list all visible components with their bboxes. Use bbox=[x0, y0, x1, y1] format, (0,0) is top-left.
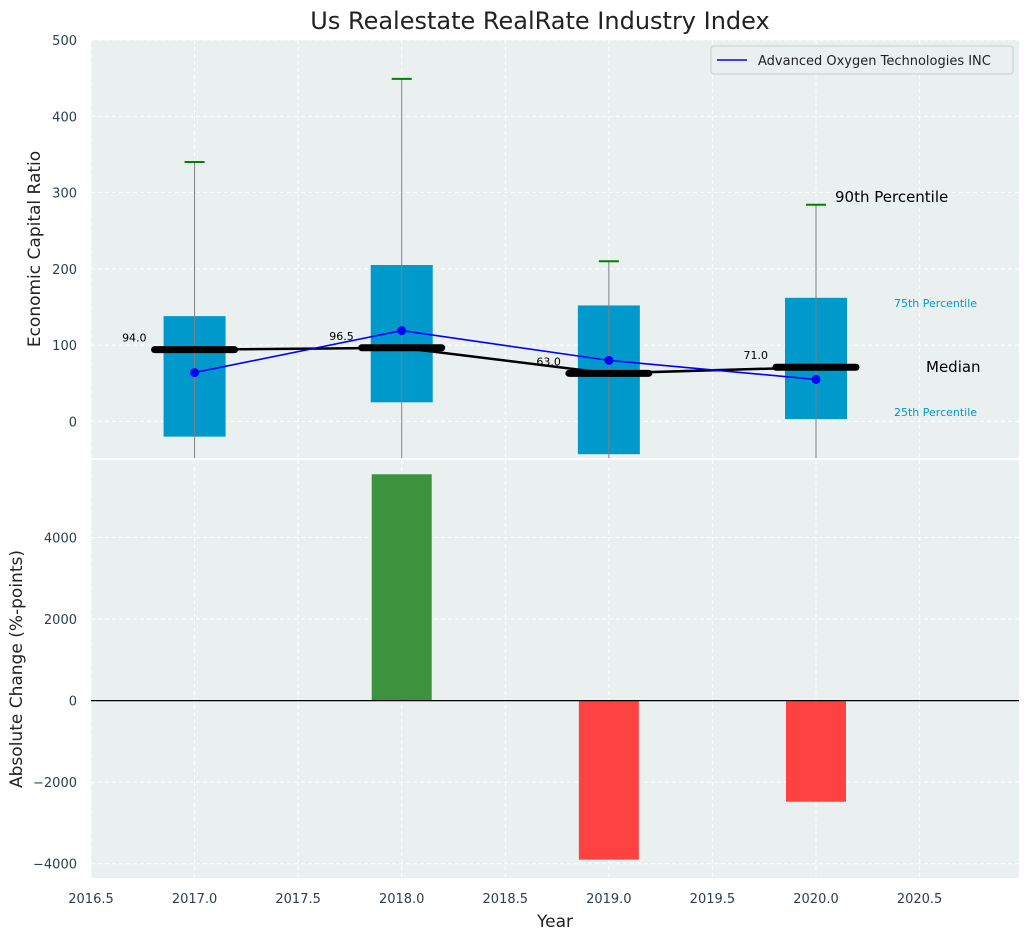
annotation-median: Median bbox=[926, 358, 981, 376]
bottom-marks bbox=[91, 474, 1019, 860]
top-y-tick-label: 0 bbox=[69, 415, 77, 430]
bottom-y-tick-label: −2000 bbox=[33, 776, 77, 791]
legend-box bbox=[710, 45, 1014, 75]
top-y-axis-label: Economic Capital Ratio bbox=[25, 151, 45, 347]
x-tick-label: 2018.5 bbox=[483, 892, 529, 907]
legend-entry-label: Advanced Oxygen Technologies INC bbox=[758, 54, 991, 69]
x-tick-label: 2020.0 bbox=[793, 892, 839, 907]
annotation-25th-percentile: 25th Percentile bbox=[894, 406, 977, 419]
x-tick-label: 2017.5 bbox=[275, 892, 321, 907]
x-axis-label: Year bbox=[536, 912, 573, 932]
top-y-tick-label: 200 bbox=[52, 263, 77, 278]
annotation-75th-percentile: 75th Percentile bbox=[894, 297, 977, 310]
x-tick-label: 2019.5 bbox=[690, 892, 736, 907]
median-value-label: 94.0 bbox=[122, 332, 147, 345]
series-line bbox=[194, 329, 817, 381]
median-value-label: 63.0 bbox=[536, 355, 561, 368]
chart-title: Us Realestate RealRate Industry Index bbox=[310, 7, 769, 35]
series-point bbox=[397, 326, 407, 336]
bottom-y-tick-label: −4000 bbox=[33, 858, 77, 873]
median-value-label: 71.0 bbox=[744, 349, 769, 362]
annotation-90th-percentile: 90th Percentile bbox=[835, 188, 948, 206]
series-point bbox=[190, 368, 200, 378]
series-point bbox=[811, 374, 821, 384]
x-tick-label: 2020.5 bbox=[897, 892, 943, 907]
top-panel: 0 100 200 300 400 500 94.0 96.5 63.0 71.0 Econom… bbox=[25, 34, 1019, 458]
x-tick-label: 2016.5 bbox=[68, 892, 114, 907]
top-marks: 94.0 96.5 63.0 71.0 bbox=[122, 77, 860, 458]
change-bar-negative bbox=[578, 700, 639, 860]
bottom-y-tick-label: 2000 bbox=[44, 613, 77, 628]
bottom-x-ticks: 2016.5 2017.0 2017.5 2018.0 2018.5 2019.0 2019… bbox=[68, 892, 942, 907]
bottom-y-tick-label: 0 bbox=[69, 695, 77, 710]
bottom-y-ticks: −4000 −2000 0 2000 4000 bbox=[33, 531, 77, 872]
median-value-label: 96.5 bbox=[329, 330, 354, 343]
series-point bbox=[604, 355, 614, 365]
top-y-tick-label: 300 bbox=[52, 187, 77, 202]
top-y-ticks: 0 100 200 300 400 500 bbox=[52, 34, 77, 430]
bottom-y-tick-label: 4000 bbox=[44, 531, 77, 546]
change-bar-positive bbox=[371, 474, 432, 701]
legend[interactable]: Advanced Oxygen Technologies INC bbox=[710, 45, 1014, 75]
top-y-tick-label: 500 bbox=[52, 34, 77, 49]
top-y-tick-label: 100 bbox=[52, 339, 77, 354]
top-grid bbox=[90, 39, 1019, 458]
top-plot-background bbox=[91, 40, 1019, 458]
change-bar-negative bbox=[786, 700, 846, 802]
x-tick-label: 2019.0 bbox=[586, 892, 632, 907]
x-tick-label: 2018.0 bbox=[379, 892, 425, 907]
bottom-y-axis-label: Absolute Change (%-points) bbox=[7, 550, 27, 788]
top-y-tick-label: 400 bbox=[52, 110, 77, 125]
x-tick-label: 2017.0 bbox=[172, 892, 218, 907]
bottom-plot-background bbox=[91, 460, 1019, 878]
